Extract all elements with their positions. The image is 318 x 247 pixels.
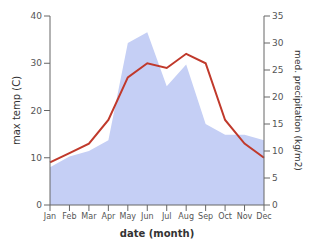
svg-text:0: 0: [272, 200, 278, 210]
svg-text:Oct: Oct: [218, 212, 232, 221]
svg-text:date (month): date (month): [120, 228, 194, 239]
svg-text:5: 5: [272, 173, 278, 183]
svg-text:25: 25: [272, 65, 283, 75]
svg-text:30: 30: [31, 58, 43, 68]
svg-text:35: 35: [272, 11, 283, 21]
svg-text:10: 10: [272, 146, 284, 156]
svg-text:15: 15: [272, 119, 283, 129]
svg-text:10: 10: [31, 153, 43, 163]
svg-text:max temp (C): max temp (C): [11, 76, 22, 145]
svg-text:Jan: Jan: [43, 212, 56, 221]
svg-text:20: 20: [31, 106, 43, 116]
svg-text:30: 30: [272, 38, 284, 48]
svg-text:Aug: Aug: [178, 212, 194, 221]
svg-text:Sep: Sep: [198, 212, 213, 221]
svg-text:Feb: Feb: [62, 212, 76, 221]
svg-text:Jul: Jul: [161, 212, 172, 221]
svg-text:40: 40: [31, 11, 43, 21]
svg-text:med. precipitation (kg/m2): med. precipitation (kg/m2): [293, 50, 303, 171]
svg-text:Mar: Mar: [81, 212, 97, 221]
svg-text:Nov: Nov: [237, 212, 253, 221]
svg-text:20: 20: [272, 92, 284, 102]
svg-text:Apr: Apr: [101, 212, 116, 221]
svg-text:May: May: [120, 212, 137, 221]
svg-text:0: 0: [36, 200, 42, 210]
svg-text:Jun: Jun: [140, 212, 154, 221]
svg-text:Dec: Dec: [256, 212, 271, 221]
